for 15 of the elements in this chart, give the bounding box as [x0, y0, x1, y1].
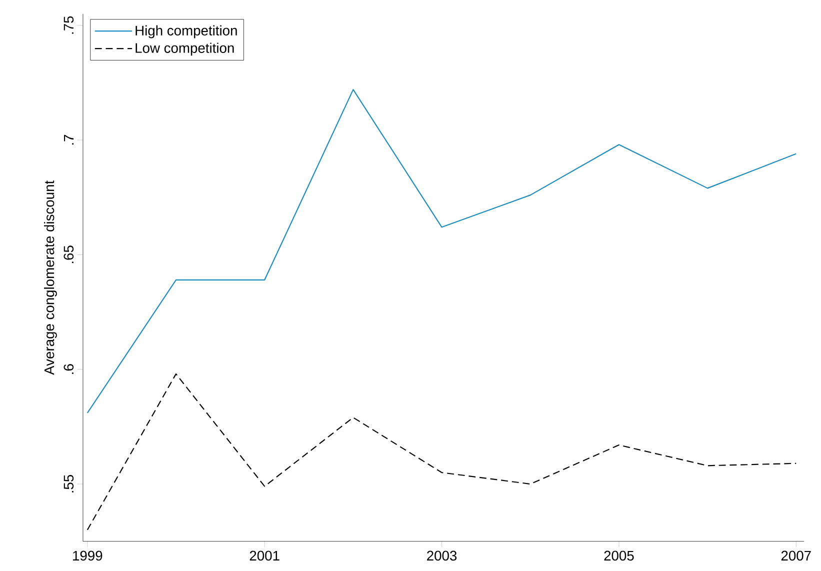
- y-tick-label: .55: [64, 474, 74, 492]
- x-tick-label: 1999: [73, 550, 102, 561]
- line-series: [86, 88, 797, 414]
- line-series: [86, 373, 797, 530]
- x-tick-label: 2005: [604, 550, 634, 561]
- y-tick-label: .65: [64, 246, 74, 263]
- x-tick-label: 2007: [781, 550, 811, 561]
- x-tick-label: 2003: [427, 550, 457, 561]
- x-tick-label: 2001: [250, 550, 280, 561]
- y-tick-label: .7: [64, 134, 74, 144]
- y-axis-title: Average conglomerate discount: [44, 180, 57, 375]
- legend-label: High competition: [136, 25, 237, 38]
- y-tick-label: .6: [64, 364, 74, 374]
- legend-label: Low competition: [136, 42, 234, 56]
- y-tick-label: .75: [64, 16, 74, 34]
